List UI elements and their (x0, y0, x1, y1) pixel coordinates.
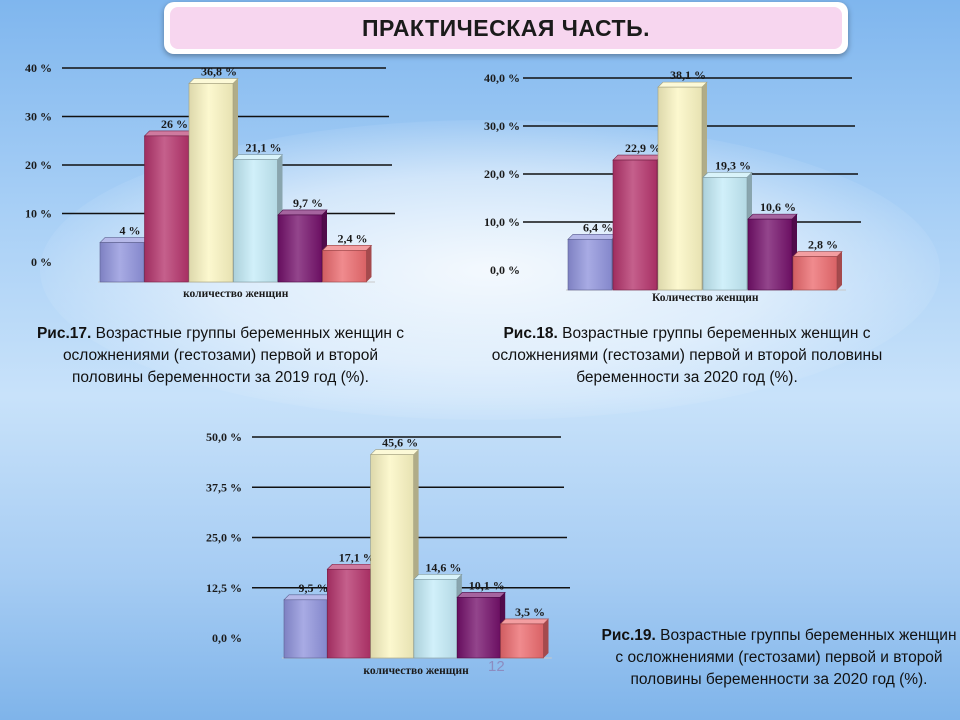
value-label: 2,4 % (338, 231, 368, 245)
bar (143, 130, 195, 283)
caption-fig-17: Рис.17. Возрастные группы беременных жен… (28, 323, 413, 389)
bar (413, 574, 463, 659)
caption-text: Возрастные группы беременных женщин с ос… (615, 627, 957, 688)
bar (99, 237, 150, 283)
caption-fig-18: Рис.18. Возрастные группы беременных жен… (478, 323, 896, 389)
value-label: 19,3 % (715, 158, 751, 172)
bar (232, 154, 284, 283)
page-number: 12 (488, 658, 505, 675)
y-tick-label: 50,0 % (206, 430, 242, 444)
value-label: 36,8 % (201, 65, 237, 79)
value-label: 22,9 % (625, 141, 661, 155)
value-label: 4 % (120, 224, 141, 238)
value-label: 14,6 % (425, 560, 461, 574)
bar (747, 213, 798, 291)
chart-2019: 0 % 10 % 20 % 30 % 40 % 4 % 26 % 36,8 % 21,1 % 9,… (25, 61, 395, 300)
x-axis-label: количество женщин (363, 665, 469, 677)
x-axis-label: количество женщин (183, 288, 289, 300)
bar (792, 251, 843, 291)
caption-label: Рис.19. (601, 627, 656, 644)
value-label: 26 % (161, 117, 188, 131)
value-label: 3,5 % (515, 605, 545, 619)
bar (499, 618, 550, 659)
value-label: 21,1 % (246, 141, 282, 155)
bar (702, 172, 753, 291)
y-tick-label: 30 % (25, 110, 52, 124)
value-label: 45,6 % (382, 436, 418, 450)
bar (188, 78, 239, 283)
caption-fig-19: Рис.19. Возрастные группы беременных жен… (598, 625, 960, 691)
value-label: 17,1 % (339, 550, 375, 564)
value-label: 10,6 % (760, 200, 796, 214)
x-axis-label: Количество женщин (652, 292, 759, 304)
page-title: ПРАКТИЧЕСКАЯ ЧАСТЬ. (361, 14, 651, 41)
bar (277, 209, 328, 283)
caption-text: Возрастные группы беременных женщин с ос… (491, 325, 883, 386)
value-label: 2,8 % (808, 238, 838, 252)
value-label: 10,1 % (469, 578, 505, 592)
bar (657, 81, 708, 291)
y-tick-label: 20,0 % (484, 167, 520, 181)
bar (456, 592, 506, 659)
y-tick-label: 20 % (25, 158, 52, 172)
y-tick-label: 0,0 % (212, 631, 242, 645)
value-label: 38,1 % (670, 68, 706, 82)
value-label: 6,4 % (583, 220, 613, 234)
caption-text: Возрастные группы беременных женщин с ос… (62, 325, 405, 386)
caption-label: Рис.17. (36, 325, 92, 342)
chart-2020-b: 0,0 % 12,5 % 25,0 % 37,5 % 50,0 % 9,5 % 17,1 %… (206, 430, 570, 677)
bar (612, 154, 663, 291)
value-label: 9,5 % (299, 581, 329, 595)
y-tick-label: 40 % (25, 61, 52, 75)
bar (567, 233, 618, 291)
title-banner: ПРАКТИЧЕСКАЯ ЧАСТЬ. (164, 2, 848, 54)
y-tick-label: 10,0 % (484, 215, 520, 229)
title-banner-inner: ПРАКТИЧЕСКАЯ ЧАСТЬ. (170, 7, 842, 49)
caption-label: Рис.18. (503, 325, 558, 342)
value-label: 9,7 % (293, 196, 323, 210)
bar (283, 594, 333, 659)
y-tick-label: 0 % (31, 255, 52, 269)
y-tick-label: 12,5 % (206, 581, 242, 595)
y-tick-label: 25,0 % (206, 531, 242, 545)
y-tick-label: 30,0 % (484, 119, 520, 133)
chart-2020-a: 0,0 % 10,0 % 20,0 % 30,0 % 40,0 % 6,4 % 22,9 %… (484, 68, 861, 304)
y-tick-label: 0,0 % (490, 263, 520, 277)
y-tick-label: 37,5 % (206, 480, 242, 494)
bar (369, 449, 420, 659)
bar (326, 563, 377, 659)
bar (321, 245, 373, 283)
y-tick-label: 10 % (25, 207, 52, 221)
y-tick-label: 40,0 % (484, 71, 520, 85)
